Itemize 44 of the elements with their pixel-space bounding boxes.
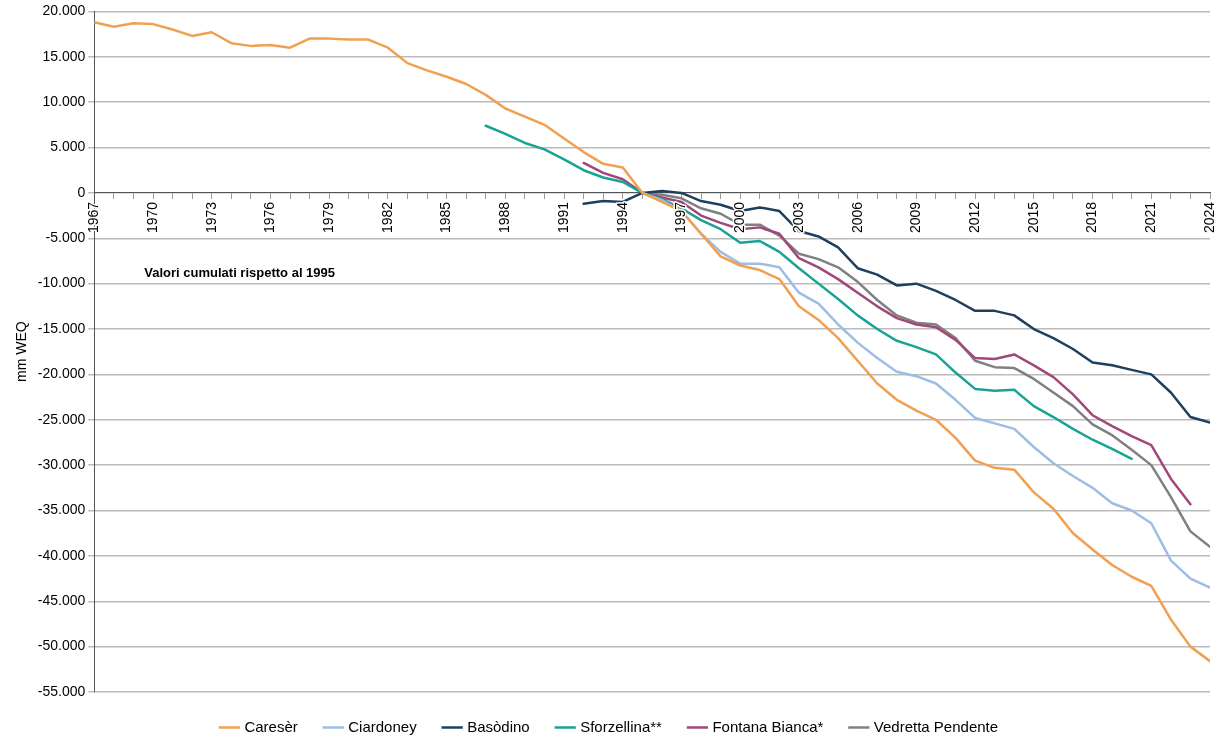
y-tick-label: -30.000 [37, 455, 86, 472]
y-tick-label: -5.000 [45, 229, 86, 246]
x-tick-label: 2021 [1142, 201, 1159, 234]
x-tick-label: 1970 [143, 201, 160, 234]
y-tick-label: -10.000 [37, 274, 86, 291]
y-tick-label: -25.000 [37, 410, 86, 427]
y-tick-label: 20.000 [42, 2, 86, 19]
x-tick-label: 1976 [261, 201, 278, 234]
y-tick-label: 10.000 [42, 93, 86, 110]
x-tick-label: 1991 [554, 201, 571, 234]
x-tick-label: 1967 [85, 201, 102, 234]
x-tick-label: 2012 [965, 201, 982, 234]
y-tick-label: -15.000 [37, 319, 86, 336]
legend-label: Basòdino [467, 717, 530, 735]
x-tick-label: 1988 [496, 201, 513, 234]
y-tick-label: 5.000 [50, 138, 86, 155]
x-tick-label: 2009 [907, 201, 924, 234]
x-tick-label: 2015 [1024, 201, 1041, 234]
x-tick-label: 2003 [789, 201, 806, 234]
y-tick-label: -55.000 [37, 682, 86, 699]
y-tick-label: -50.000 [37, 637, 86, 654]
legend-label: Sforzellina** [580, 717, 663, 735]
x-tick-label: 2018 [1083, 201, 1100, 234]
y-axis-title: mm WEQ [13, 321, 30, 383]
y-tick-label: -45.000 [37, 592, 86, 609]
x-tick-label: 1973 [202, 201, 219, 234]
legend-label: Ciardoney [348, 717, 418, 735]
legend-label: Vedretta Pendente [873, 717, 999, 735]
x-tick-label: 1985 [437, 201, 454, 234]
legend-label: Caresèr [244, 717, 298, 735]
y-tick-label: 15.000 [42, 47, 86, 64]
x-tick-label: 1982 [378, 201, 395, 234]
y-tick-label: 0 [77, 183, 86, 200]
x-tick-label: 2024 [1200, 201, 1217, 234]
y-tick-label: -20.000 [37, 365, 86, 382]
x-tick-label: 1997 [672, 201, 689, 234]
annotation: Valori cumulati rispetto al 1995 [144, 264, 336, 280]
y-tick-label: -35.000 [37, 501, 86, 518]
x-tick-label: 2000 [731, 201, 748, 234]
x-tick-label: 1994 [613, 201, 630, 234]
x-tick-label: 1979 [320, 201, 337, 234]
legend-label: Fontana Bianca* [712, 717, 824, 735]
y-tick-label: -40.000 [37, 546, 86, 563]
x-tick-label: 2006 [848, 201, 865, 234]
